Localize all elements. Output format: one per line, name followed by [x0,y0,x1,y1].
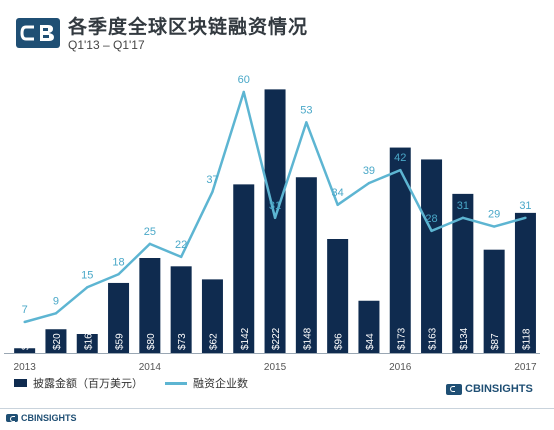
bar-12 [389,147,411,353]
legend-bar-swatch [14,379,27,387]
bar-label-8: $222 [271,327,282,350]
line-point-0 [23,320,26,324]
line-label-1: 9 [53,295,59,307]
bar-label-4: $80 [146,333,157,350]
bar-label-6: $62 [208,333,219,350]
line-point-12 [399,168,402,172]
line-label-14: 31 [457,200,469,212]
x-tick-label-2017: 2017 [514,362,537,373]
bar-label-7: $142 [240,327,251,350]
bar-label-0: $4 [21,338,32,350]
line-label-13: 28 [425,213,437,225]
legend-item-line: 融资企业数 [165,375,248,391]
line-point-6 [211,190,214,194]
bar-label-12: $173 [396,327,407,350]
line-point-2 [86,286,89,289]
bar-label-11: $44 [365,333,376,350]
line-point-14 [461,216,465,220]
bar-label-9: $148 [302,327,313,350]
bar-6 [201,279,223,353]
line-label-16: 31 [519,200,531,212]
line-point-15 [492,225,496,228]
legend-item-bar: 披露金额（百万美元） [14,375,143,391]
line-point-1 [54,312,58,315]
bar-10 [327,239,349,353]
x-tick-label-2016: 2016 [389,362,412,373]
bar-label-10: $96 [334,333,345,350]
line-label-3: 18 [112,256,124,268]
bar-label-13: $163 [428,327,439,350]
x-tick-label-2015: 2015 [264,362,287,373]
bar-15 [483,249,505,353]
bar-label-15: $87 [490,333,501,350]
bar-label-14: $134 [459,327,470,350]
footer-brand: CBINSIGHTS [6,413,77,423]
bar-13 [421,159,443,353]
bar-9 [295,177,317,353]
bar-5 [170,266,192,353]
cb-mark-icon [446,383,462,395]
line-label-5: 22 [175,239,187,251]
bar-3 [108,282,130,353]
line-point-7 [242,90,245,94]
bar-2 [76,334,98,353]
legend-line-swatch [165,381,187,385]
line-label-6: 37 [206,174,218,186]
footer-brand-text: CBINSIGHTS [21,413,77,423]
bar-label-5: $73 [177,333,188,350]
chart-title: 各季度全球区块链融资情况 [68,16,309,38]
brand-text: CBINSIGHTS [465,383,533,395]
bar-label-1: $20 [52,333,63,350]
line-label-11: 39 [363,165,375,177]
line-point-13 [430,229,433,233]
line-label-10: 34 [332,187,344,199]
line-point-9 [305,121,308,124]
bar-8 [264,89,286,353]
cb-logo-icon [16,18,60,48]
bar-4 [139,258,161,353]
footer-divider [0,408,554,409]
x-tick-label-2014: 2014 [139,362,162,373]
line-label-7: 60 [238,74,250,86]
chart-subtitle: Q1'13 – Q1'17 [68,38,145,52]
bar-11 [358,300,380,353]
line-point-4 [148,242,152,246]
bar-0 [14,348,36,353]
bar-1 [45,329,67,353]
line-point-10 [336,203,339,207]
chart-legend: 披露金额（百万美元） 融资企业数 [14,375,270,391]
cb-footer-mark-icon [6,414,18,422]
line-point-5 [179,255,183,259]
bar-16 [514,212,536,353]
line-label-4: 25 [144,226,156,238]
line-label-12: 42 [394,152,406,164]
line-point-16 [524,216,527,220]
x-tick-label-2013: 2013 [14,362,37,373]
line-point-8 [273,216,277,220]
line-label-9: 53 [300,104,312,116]
line-label-0: 7 [22,304,28,316]
line-point-3 [117,273,120,276]
legend-bar-label: 披露金额（百万美元） [33,377,143,390]
line-label-15: 29 [488,209,500,221]
bar-14 [452,193,474,353]
bar-label-16: $118 [521,328,532,350]
line-label-2: 15 [81,269,93,281]
bar-7 [233,184,255,353]
bar-label-2: $16 [83,333,94,350]
brand-logo: CBINSIGHTS [446,383,533,395]
bar-label-3: $59 [115,333,126,350]
line-label-8: 31 [269,200,281,212]
legend-line-label: 融资企业数 [193,377,248,390]
line-point-11 [367,181,371,185]
